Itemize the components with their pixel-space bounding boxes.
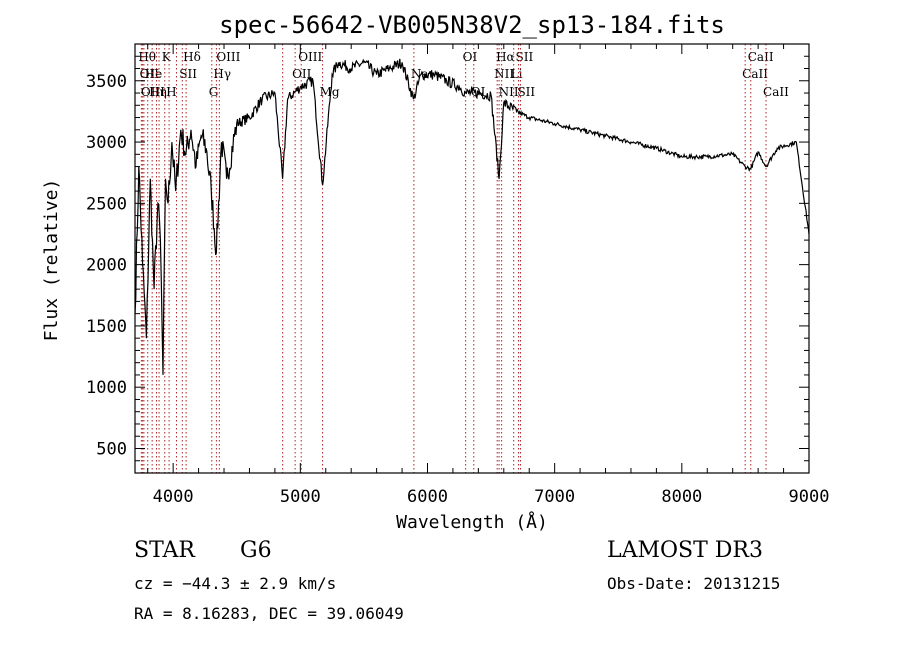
line-label: OII [140, 67, 160, 81]
line-label: OII [292, 67, 312, 81]
x-axis: 4000 5000 6000 7000 8000 9000 [147, 44, 830, 507]
spectral-line-markers: HθOIIOIIIHeHηKHSIIHδGHγOIIIOIIOIIIMgNaOI… [138, 44, 789, 473]
line-label: OIII [216, 50, 240, 64]
line-label: SII [517, 85, 535, 99]
y-tick-label: 1000 [86, 378, 127, 398]
line-label: OIII [298, 50, 322, 64]
line-label: K [162, 50, 172, 64]
line-label: OI [463, 50, 478, 64]
x-tick-label: 4000 [153, 487, 194, 507]
x-axis-label: Wavelength (Å) [396, 511, 548, 533]
line-label: CaII [742, 67, 768, 81]
line-label: SII [179, 67, 197, 81]
line-label: Hγ [213, 67, 231, 81]
line-label: CaII [748, 50, 774, 64]
y-tick-label: 3000 [86, 133, 127, 153]
line-label: G [209, 85, 219, 99]
line-label: Hα [496, 50, 515, 64]
y-tick-label: 1500 [86, 317, 127, 337]
chart-title: spec-56642-VB005N38V2_sp13-184.fits [219, 11, 725, 39]
coordinates: RA = 8.16283, DEC = 39.06049 [134, 604, 404, 623]
x-tick-label: 7000 [534, 487, 575, 507]
y-tick-label: 500 [96, 439, 127, 459]
line-label: Hη [149, 85, 167, 99]
line-label: NII [499, 85, 519, 99]
line-label: CaII [763, 85, 789, 99]
x-tick-label: 8000 [661, 487, 702, 507]
y-axis: 500 1000 1500 2000 2500 3000 3500 [86, 55, 809, 462]
line-label: Hδ [183, 50, 201, 64]
obs-date: Obs-Date: 20131215 [607, 574, 781, 593]
object-subclass: G6 [240, 538, 272, 563]
survey-label: LAMOST DR3 [607, 538, 763, 563]
y-axis-label: Flux (relative) [41, 179, 62, 342]
x-tick-label: 6000 [407, 487, 448, 507]
x-tick-label: 5000 [280, 487, 321, 507]
spectrum-line [134, 58, 810, 375]
line-label: He [145, 67, 163, 81]
y-tick-label: 2000 [86, 256, 127, 276]
plot-frame [134, 43, 810, 474]
y-tick-label: 2500 [86, 194, 127, 214]
line-label: SII [516, 50, 534, 64]
x-tick-label: 9000 [789, 487, 830, 507]
line-label: Li [511, 67, 523, 81]
line-label: Mg [320, 85, 340, 99]
object-class: STAR [134, 538, 195, 563]
redshift-readout: cz = −44.3 ± 2.9 km/s [134, 574, 337, 593]
line-label: H [166, 85, 176, 99]
y-tick-label: 3500 [86, 72, 127, 92]
line-label: Hθ [138, 50, 156, 64]
